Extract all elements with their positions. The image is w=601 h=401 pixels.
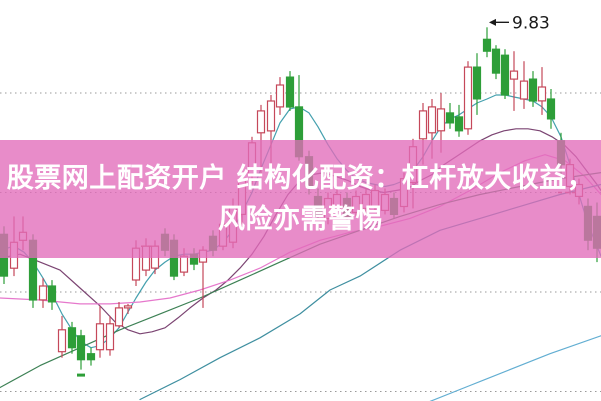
banner-title-line-2: 风险亦需警惕 [218,204,383,235]
ma-longest-lightblue [429,335,601,401]
promo-banner-overlay: 股票网上配资开户 结构化配资：杠杆放大收益， 风险亦需警惕 [0,140,601,258]
banner-title-line-1: 股票网上配资开户 结构化配资：杠杆放大收益， [6,163,595,194]
marker-tick [77,373,85,377]
price-flag: 9.83 [489,13,550,33]
svg-text:9.83: 9.83 [512,13,550,33]
